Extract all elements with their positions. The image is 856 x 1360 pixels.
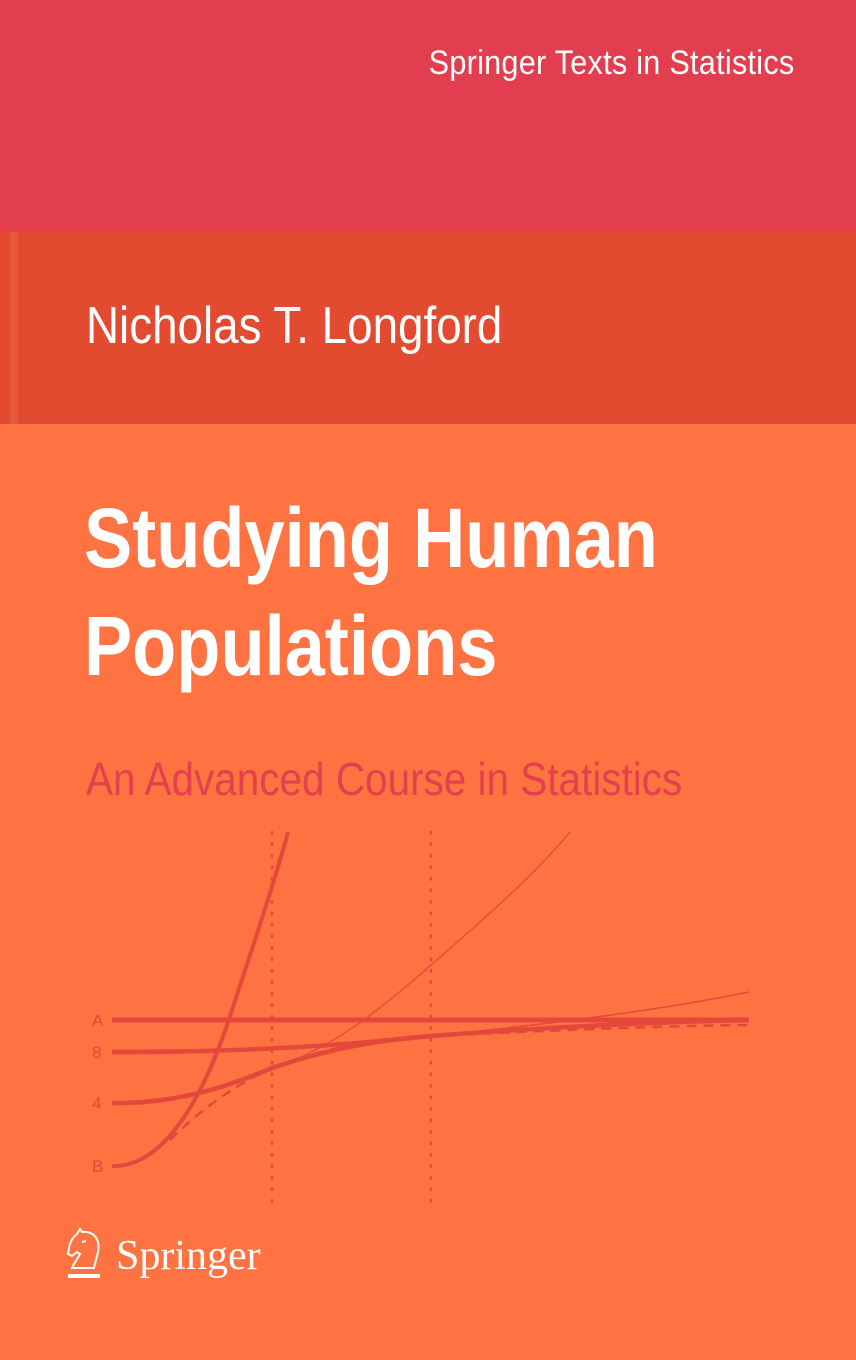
label-8: 8	[92, 1043, 101, 1062]
title-line-2: Populations	[84, 599, 498, 693]
book-title: Studying Human Populations	[84, 484, 658, 700]
label-a: A	[92, 1011, 104, 1030]
knight-chess-horse-icon	[66, 1228, 100, 1278]
label-4: 4	[92, 1094, 101, 1113]
publisher-logo: Springer	[64, 1228, 261, 1284]
author-band	[0, 232, 856, 424]
publisher-name: Springer	[116, 1233, 261, 1279]
author-name: Nicholas T. Longford	[86, 297, 503, 355]
label-b: B	[92, 1157, 103, 1176]
series-title: Springer Texts in Statistics	[428, 44, 794, 82]
curve-b-steep	[111, 831, 290, 1169]
thin-curve-steep	[271, 831, 571, 1069]
thin-curve-shallow	[430, 991, 750, 1037]
book-subtitle: An Advanced Course in Statistics	[86, 753, 683, 805]
title-line-1: Studying Human	[84, 491, 658, 585]
edge-strip	[10, 232, 18, 424]
dashed-curve	[169, 1023, 750, 1141]
series-band	[0, 0, 856, 232]
